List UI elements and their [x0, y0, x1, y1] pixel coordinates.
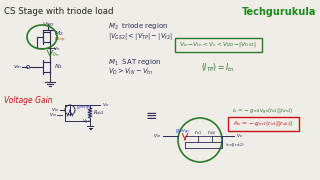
Text: Voltage Gain: Voltage Gain: [4, 96, 52, 105]
Text: $v_{gs}$: $v_{gs}$: [82, 118, 91, 127]
Text: $M_2$: $M_2$: [54, 30, 64, 39]
Text: $V_{in}\!-\!V_{tn} < V_o < V_{DD}\!-\!|V_{GS2}|$: $V_{in}\!-\!V_{tn} < V_o < V_{DD}\!-\!|V…: [179, 39, 257, 48]
Text: $R_{ds2}$: $R_{ds2}$: [93, 109, 105, 118]
Text: $v_{in}$: $v_{in}$: [49, 111, 57, 119]
Text: $v_{in}$: $v_{in}$: [12, 63, 22, 71]
Text: $g_m v_{gs}$: $g_m v_{gs}$: [175, 127, 191, 137]
Text: $i_o = -g_{m1}v_{gs}(r_{o1}||r_{ds2})$: $i_o = -g_{m1}v_{gs}(r_{o1}||r_{ds2})$: [232, 106, 294, 116]
Text: $r_{ds2}$: $r_{ds2}$: [207, 129, 217, 138]
Text: $v_o$: $v_o$: [236, 132, 243, 140]
Text: $v_{in}$: $v_{in}$: [52, 106, 60, 114]
Text: $A_v = -g_{m1}(r_{o1}||r_{ds2})$: $A_v = -g_{m1}(r_{o1}||r_{ds2})$: [233, 118, 293, 127]
Text: Techgurukula: Techgurukula: [242, 7, 316, 17]
Text: $\alpha_{top}$: $\alpha_{top}$: [54, 35, 66, 45]
Text: $v_o$: $v_o$: [53, 45, 60, 53]
Text: $v_{in}$: $v_{in}$: [153, 132, 161, 140]
Text: $(v_o||r_{ds2})$: $(v_o||r_{ds2})$: [225, 141, 245, 149]
Text: $V_{DD}$: $V_{DD}$: [42, 20, 54, 29]
Text: $v_o$: $v_o$: [102, 101, 109, 109]
Text: $\equiv$: $\equiv$: [143, 108, 157, 122]
Text: $|V_{GS2}| < |V_{TP}| - |V_{t2}|$: $|V_{GS2}| < |V_{TP}| - |V_{t2}|$: [108, 31, 173, 42]
Text: CS Stage with triode load: CS Stage with triode load: [4, 7, 114, 16]
Text: $M_2$  triode region: $M_2$ triode region: [108, 22, 168, 32]
Text: $V_D > V_{IN} - V_{tn}$: $V_D > V_{IN} - V_{tn}$: [108, 67, 153, 77]
Text: $M_1$  SAT region: $M_1$ SAT region: [108, 58, 161, 68]
Text: $g_m v_{gs}$: $g_m v_{gs}$: [76, 103, 91, 113]
Text: $r_{o1}$: $r_{o1}$: [194, 129, 202, 138]
Text: $N_1$: $N_1$: [54, 63, 63, 71]
Text: $(I_{TP}) = I_{tn}$: $(I_{TP}) = I_{tn}$: [201, 62, 235, 74]
Text: $I_{Tn}$: $I_{Tn}$: [52, 51, 60, 59]
